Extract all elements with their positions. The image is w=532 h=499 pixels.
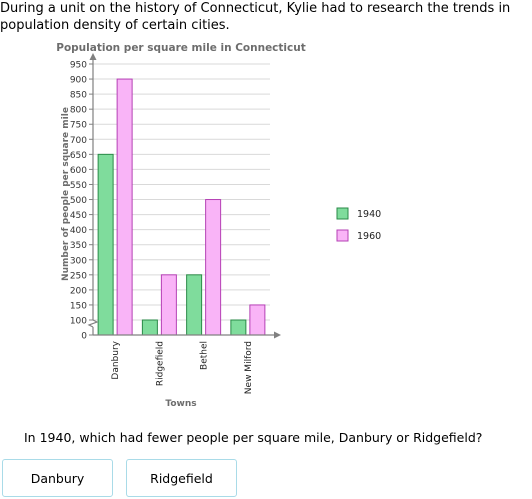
y-tick-label: 600	[70, 166, 87, 176]
bar-1940-new-milford	[230, 319, 247, 336]
intro-text: During a unit on the history of Connecti…	[0, 1, 511, 33]
y-tick-label: 450	[70, 211, 87, 221]
bar-1940-danbury	[97, 153, 114, 336]
y-tick-label: 350	[70, 241, 87, 251]
y-tick-label: 100	[70, 317, 87, 327]
bar-chart: Population per square mile in Connecticu…	[56, 42, 381, 409]
bar-1960-danbury	[116, 78, 133, 336]
bar-1940-ridgefield	[141, 319, 158, 336]
y-tick-label: 400	[70, 226, 87, 236]
x-tick-label: New Milford	[244, 341, 254, 394]
answer-button-ridgefield[interactable]: Ridgefield	[126, 459, 237, 497]
chart-title: Population per square mile in Connecticu…	[56, 42, 306, 54]
y-tick-label: 300	[70, 256, 87, 266]
y-tick-label: 250	[70, 271, 87, 281]
x-axis-arrow	[274, 331, 281, 339]
y-tick-label: 750	[70, 121, 87, 131]
y-tick-label: 500	[70, 196, 87, 206]
legend-swatch-1940	[336, 207, 349, 220]
x-tick-label: Bethel	[200, 341, 210, 370]
y-axis-label: Number of people per square mile	[61, 107, 71, 281]
legend-label-1960: 1960	[357, 231, 381, 242]
legend: 1940 1960	[336, 207, 381, 242]
question-text: In 1940, which had fewer people per squa…	[24, 430, 483, 445]
y-tick-label: 800	[70, 106, 87, 116]
legend-swatch-1960	[336, 229, 349, 242]
x-axis-ticks: Danbury Ridgefield Bethel New Milford	[111, 340, 254, 394]
y-tick-label: 0	[81, 332, 87, 342]
y-tick-label: 900	[70, 76, 87, 86]
bar-1940-bethel	[186, 274, 203, 336]
bar-1960-ridgefield	[160, 274, 177, 336]
bar-1960-new-milford	[249, 304, 266, 336]
legend-label-1940: 1940	[357, 209, 381, 220]
x-axis-label: Towns	[165, 399, 196, 409]
bar-1960-bethel	[205, 199, 222, 336]
y-axis-ticks: 0 100 150 200 250 300 350 400 450 500 550 600 650 700…	[70, 61, 93, 342]
y-tick-label: 650	[70, 151, 87, 161]
x-tick-label: Ridgefield	[155, 341, 165, 386]
y-axis-arrow	[89, 53, 97, 60]
bars	[97, 78, 266, 336]
y-tick-label: 200	[70, 286, 87, 296]
x-tick-label: Danbury	[111, 340, 121, 379]
y-tick-label: 550	[70, 181, 87, 191]
y-tick-label: 150	[70, 301, 87, 311]
y-tick-label: 850	[70, 91, 87, 101]
answer-button-danbury[interactable]: Danbury	[2, 459, 113, 497]
y-tick-label: 950	[70, 61, 87, 71]
y-axis-break	[87, 319, 99, 328]
axes	[87, 53, 281, 339]
y-tick-label: 700	[70, 136, 87, 146]
